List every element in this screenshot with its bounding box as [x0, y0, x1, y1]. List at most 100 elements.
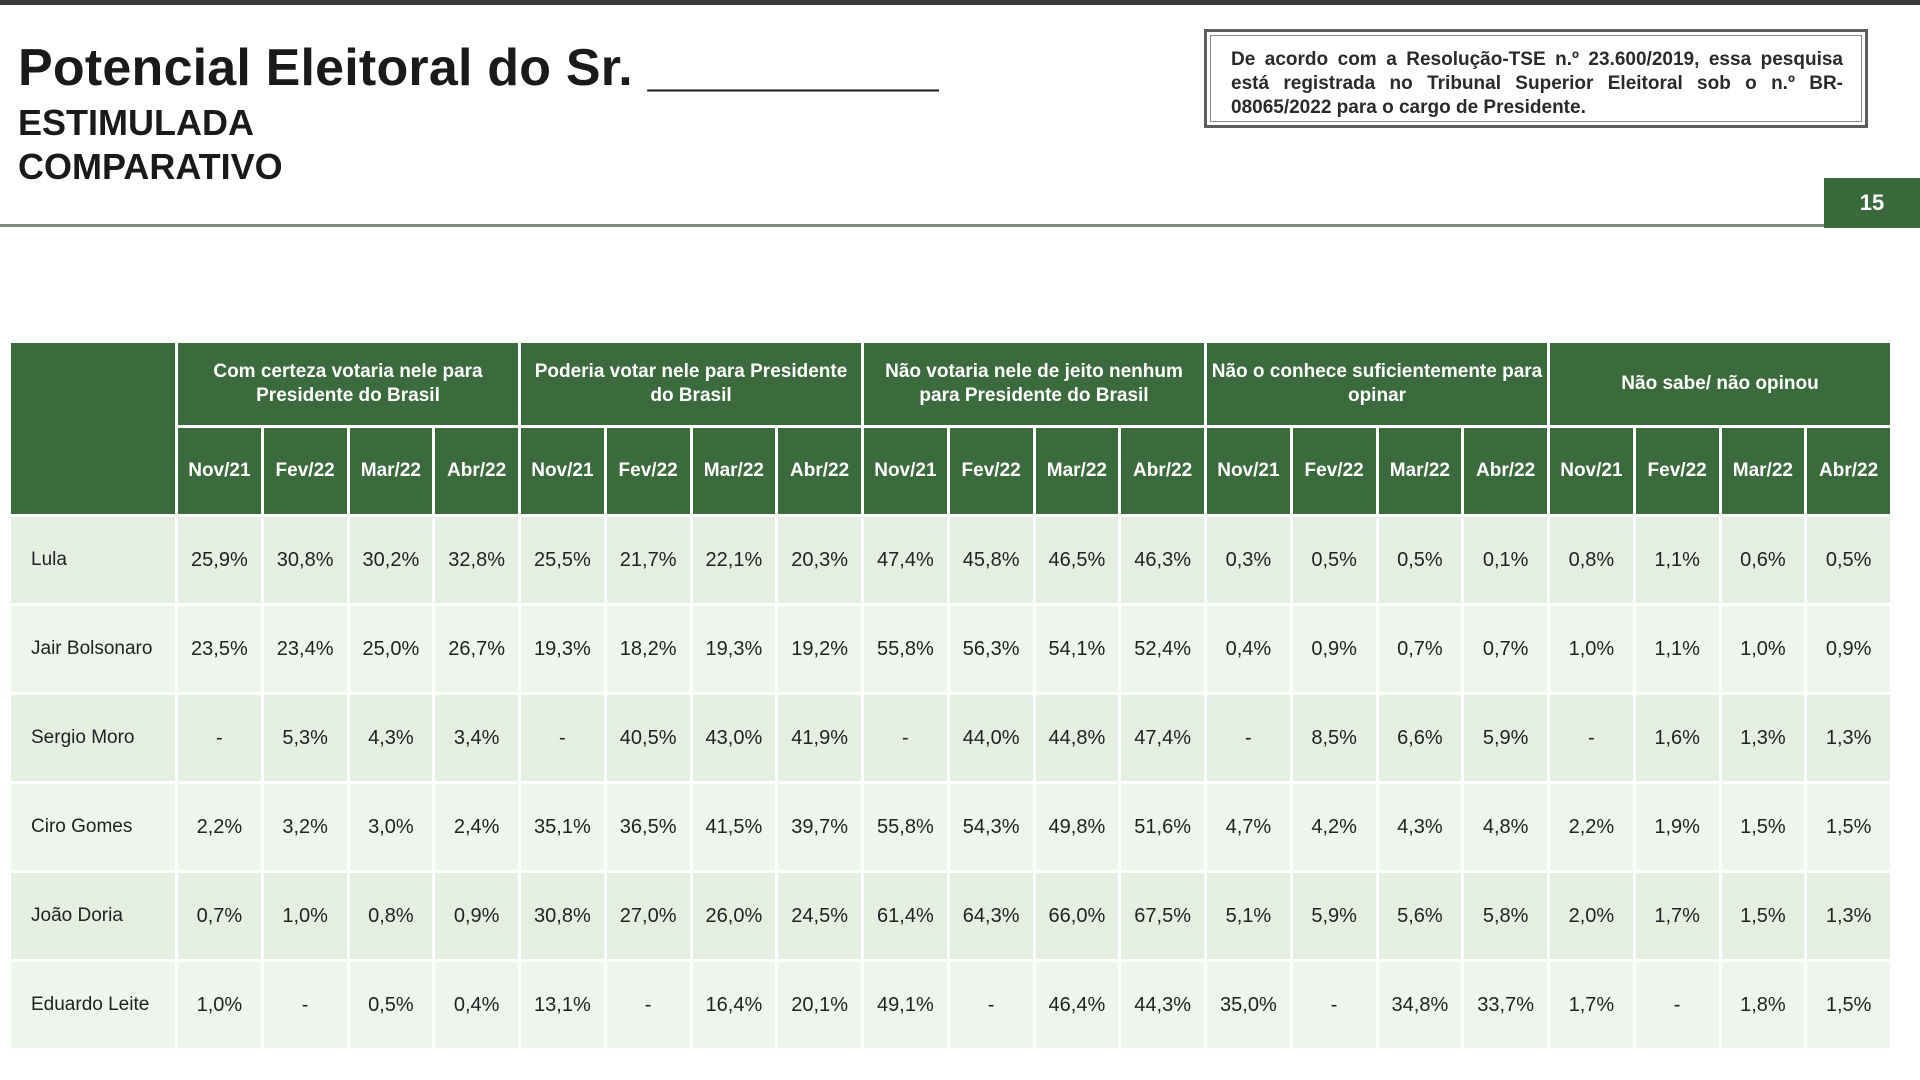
percentage-cell: 35,1%	[521, 784, 604, 870]
percentage-cell: 46,3%	[1121, 517, 1204, 603]
percentage-cell: 2,4%	[435, 784, 518, 870]
percentage-cell: 55,8%	[864, 606, 947, 692]
percentage-cell: 44,8%	[1035, 695, 1119, 781]
percentage-cell: 5,3%	[263, 695, 347, 781]
percentage-cell: 3,2%	[263, 784, 347, 870]
group-header-nao-sabe: Não sabe/ não opinou	[1550, 343, 1890, 425]
period-header: Mar/22	[1378, 428, 1462, 514]
percentage-cell: 19,3%	[692, 606, 776, 692]
percentage-cell: 1,3%	[1807, 873, 1890, 959]
table-row: Lula 25,9% 30,8% 30,2% 32,8% 25,5% 21,7% 22,1% 2…	[11, 517, 1890, 603]
group-header-poderia: Poderia votar nele para Presidente do Br…	[521, 343, 861, 425]
period-header: Nov/21	[864, 428, 947, 514]
candidate-name: Jair Bolsonaro	[11, 606, 175, 692]
group-header-certeza: Com certeza votaria nele para Presidente…	[178, 343, 518, 425]
percentage-cell: 0,4%	[1207, 606, 1290, 692]
percentage-cell: 5,6%	[1378, 873, 1462, 959]
table-row: Jair Bolsonaro 23,5% 23,4% 25,0% 26,7% 19,3% 1…	[11, 606, 1890, 692]
percentage-cell: 47,4%	[1121, 695, 1204, 781]
period-header: Mar/22	[1035, 428, 1119, 514]
poll-table: Com certeza votaria nele para Presidente…	[8, 340, 1893, 1051]
percentage-cell: 52,4%	[1121, 606, 1204, 692]
period-header: Nov/21	[521, 428, 604, 514]
percentage-cell: 5,9%	[1292, 873, 1376, 959]
percentage-cell: 0,5%	[1292, 517, 1376, 603]
percentage-cell: 32,8%	[435, 517, 518, 603]
group-header-nao-votaria: Não votaria nele de jeito nenhum para Pr…	[864, 343, 1204, 425]
percentage-cell: -	[606, 962, 690, 1048]
percentage-cell: 41,9%	[778, 695, 861, 781]
table-row: João Doria 0,7% 1,0% 0,8% 0,9% 30,8% 27,0% 26,0…	[11, 873, 1890, 959]
percentage-cell: 0,5%	[349, 962, 433, 1048]
percentage-cell: 4,3%	[1378, 784, 1462, 870]
tse-registration-text: De acordo com a Resolução-TSE n.º 23.600…	[1210, 35, 1862, 122]
percentage-cell: 2,2%	[1550, 784, 1633, 870]
percentage-cell: 44,3%	[1121, 962, 1204, 1048]
period-header: Abr/22	[1121, 428, 1204, 514]
subtitle-estimulada: ESTIMULADA	[18, 102, 254, 143]
percentage-cell: 0,7%	[1464, 606, 1547, 692]
percentage-cell: 24,5%	[778, 873, 861, 959]
percentage-cell: 2,0%	[1550, 873, 1633, 959]
percentage-cell: 4,3%	[349, 695, 433, 781]
period-header: Abr/22	[1807, 428, 1890, 514]
period-header: Nov/21	[1207, 428, 1290, 514]
percentage-cell: 61,4%	[864, 873, 947, 959]
period-header: Abr/22	[435, 428, 518, 514]
group-header-nao-conhece: Não o conhece suficientemente para opina…	[1207, 343, 1547, 425]
candidate-name: Ciro Gomes	[11, 784, 175, 870]
percentage-cell: 0,5%	[1807, 517, 1890, 603]
percentage-cell: 66,0%	[1035, 873, 1119, 959]
percentage-cell: 1,1%	[1635, 517, 1719, 603]
percentage-cell: 0,9%	[1807, 606, 1890, 692]
percentage-cell: -	[1207, 695, 1290, 781]
percentage-cell: 36,5%	[606, 784, 690, 870]
percentage-cell: 23,4%	[263, 606, 347, 692]
percentage-cell: 25,9%	[178, 517, 261, 603]
percentage-cell: 41,5%	[692, 784, 776, 870]
page-number: 15	[1824, 178, 1920, 228]
percentage-cell: 5,1%	[1207, 873, 1290, 959]
candidate-name: Eduardo Leite	[11, 962, 175, 1048]
percentage-cell: 54,3%	[949, 784, 1033, 870]
percentage-cell: 1,5%	[1721, 784, 1805, 870]
percentage-cell: 0,5%	[1378, 517, 1462, 603]
percentage-cell: 20,1%	[778, 962, 861, 1048]
percentage-cell: -	[949, 962, 1033, 1048]
percentage-cell: 0,8%	[1550, 517, 1633, 603]
percentage-cell: 5,8%	[1464, 873, 1547, 959]
percentage-cell: 39,7%	[778, 784, 861, 870]
percentage-cell: 0,7%	[1378, 606, 1462, 692]
percentage-cell: 18,2%	[606, 606, 690, 692]
percentage-cell: 16,4%	[692, 962, 776, 1048]
percentage-cell: 4,8%	[1464, 784, 1547, 870]
period-header: Nov/21	[1550, 428, 1633, 514]
top-rule	[0, 0, 1920, 5]
percentage-cell: 8,5%	[1292, 695, 1376, 781]
candidate-name: João Doria	[11, 873, 175, 959]
poll-table-body: Lula 25,9% 30,8% 30,2% 32,8% 25,5% 21,7% 22,1% 2…	[11, 517, 1890, 1048]
percentage-cell: 1,8%	[1721, 962, 1805, 1048]
percentage-cell: 40,5%	[606, 695, 690, 781]
percentage-cell: 25,0%	[349, 606, 433, 692]
percentage-cell: 6,6%	[1378, 695, 1462, 781]
percentage-cell: 33,7%	[1464, 962, 1547, 1048]
percentage-cell: 22,1%	[692, 517, 776, 603]
percentage-cell: 3,4%	[435, 695, 518, 781]
percentage-cell: 19,3%	[521, 606, 604, 692]
percentage-cell: 1,3%	[1721, 695, 1805, 781]
percentage-cell: 43,0%	[692, 695, 776, 781]
percentage-cell: 0,3%	[1207, 517, 1290, 603]
percentage-cell: 30,8%	[521, 873, 604, 959]
percentage-cell: -	[263, 962, 347, 1048]
percentage-cell: 1,5%	[1807, 962, 1890, 1048]
percentage-cell: 4,2%	[1292, 784, 1376, 870]
percentage-cell: 2,2%	[178, 784, 261, 870]
percentage-cell: 1,0%	[1550, 606, 1633, 692]
percentage-cell: -	[521, 695, 604, 781]
percentage-cell: 0,9%	[1292, 606, 1376, 692]
percentage-cell: -	[1550, 695, 1633, 781]
percentage-cell: 54,1%	[1035, 606, 1119, 692]
group-header-row: Com certeza votaria nele para Presidente…	[11, 343, 1890, 514]
period-header: Fev/22	[1635, 428, 1719, 514]
